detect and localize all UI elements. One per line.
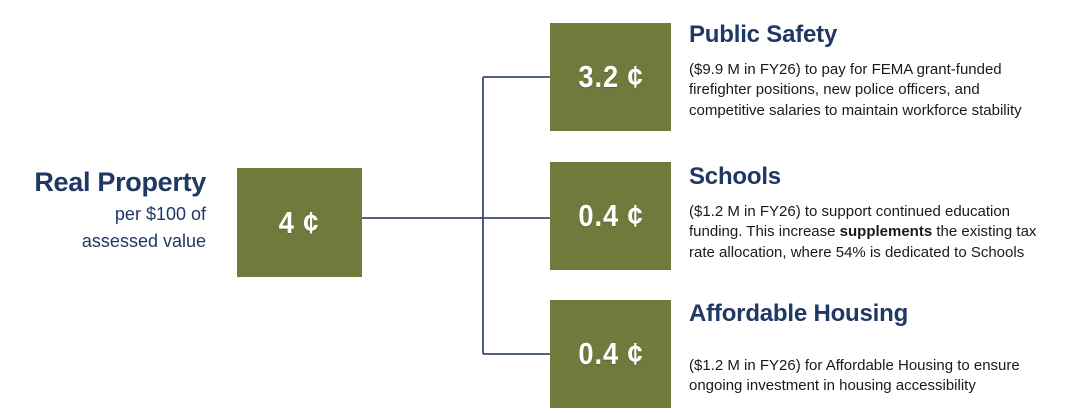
branch-text-schools: Schools ($1.2 M in FY26) to support cont… — [689, 163, 1085, 264]
connector-path — [362, 76, 550, 355]
branch-rate-value: 0.4 ¢ — [577, 336, 644, 371]
branch-rate-box-affordable-housing: 0.4 ¢ — [550, 300, 671, 408]
real-property-subtitle: per $100 of assessed value — [81, 204, 206, 252]
branch-text-public-safety: Public Safety ($9.9 M in FY26) to pay fo… — [689, 21, 1085, 122]
branch-description: ($1.2 M in FY26) for Affordable Housing … — [689, 356, 1085, 397]
branch-text-affordable-housing: Affordable Housing ($1.2 M in FY26) for … — [689, 300, 1085, 397]
branch-description-after: the existing tax rate allocation, where … — [689, 223, 1037, 262]
branch-description: ($1.2 M in FY26) to support continued ed… — [689, 202, 1085, 264]
total-rate-value: 4 ¢ — [279, 204, 320, 240]
branch-title: Public Safety — [689, 21, 838, 48]
branch-rate-value: 0.4 ¢ — [577, 198, 644, 233]
branch-description: ($9.9 M in FY26) to pay for FEMA grant-f… — [689, 60, 1085, 122]
real-property-label: Real Property per $100 of assessed value — [0, 166, 206, 255]
branch-description-bold: supplements — [839, 223, 933, 241]
branch-title: Affordable Housing — [689, 300, 909, 327]
total-rate-box: 4 ¢ — [237, 168, 362, 277]
branch-rate-value: 3.2 ¢ — [577, 59, 644, 94]
branch-description-before: ($9.9 M in FY26) to pay for FEMA grant-f… — [689, 60, 1022, 120]
real-property-title: Real Property — [34, 167, 206, 197]
branch-rate-box-schools: 0.4 ¢ — [550, 162, 671, 270]
branch-rate-box-public-safety: 3.2 ¢ — [550, 23, 671, 131]
branch-description-before: ($1.2 M in FY26) to support continued ed… — [689, 202, 1011, 241]
branch-description-before: ($1.2 M in FY26) for Affordable Housing … — [689, 356, 1020, 395]
branch-title: Schools — [689, 163, 781, 190]
